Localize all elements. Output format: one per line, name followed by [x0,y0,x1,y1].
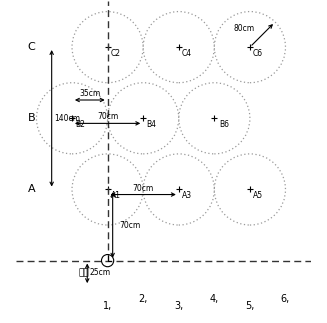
Text: 70cm: 70cm [97,112,118,121]
Text: A3: A3 [182,192,192,201]
Text: B2: B2 [75,120,85,129]
Text: 1,: 1, [103,301,112,311]
Text: C4: C4 [182,49,192,58]
Text: 70cm: 70cm [132,183,154,193]
Text: C2: C2 [111,49,121,58]
Text: B: B [27,113,35,123]
Text: A: A [27,184,35,194]
Text: 起点: 起点 [78,269,89,278]
Text: 4,: 4, [210,294,219,304]
Text: 5,: 5, [245,301,255,311]
Text: 6,: 6, [281,294,290,304]
Text: A1: A1 [111,192,121,201]
Text: C: C [27,42,35,52]
Text: 140cm: 140cm [54,114,80,123]
Text: 70cm: 70cm [120,221,141,230]
Text: 80cm: 80cm [234,24,255,33]
Text: 25cm: 25cm [89,268,111,277]
Text: 2,: 2, [138,294,148,304]
Text: B4: B4 [146,120,156,129]
Text: A5: A5 [253,192,263,201]
Text: 35cm: 35cm [80,89,101,98]
Text: B6: B6 [219,120,230,129]
Text: C6: C6 [253,49,263,58]
Text: 3,: 3, [174,301,183,311]
